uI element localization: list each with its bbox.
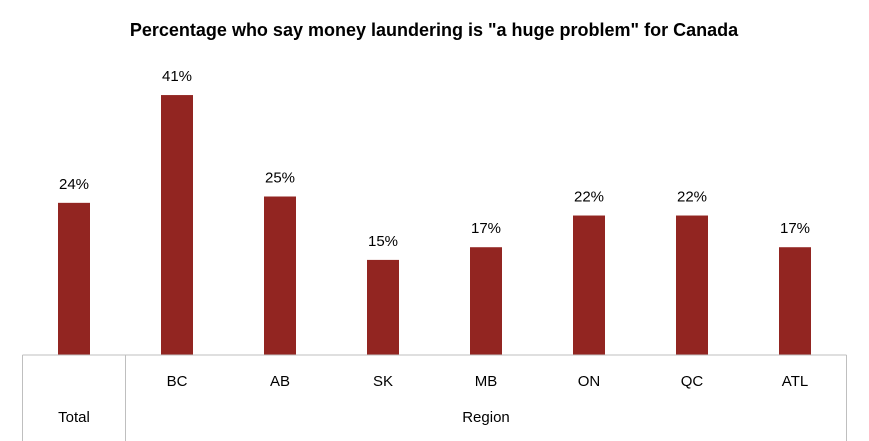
data-label: 22%: [574, 188, 604, 205]
bar: [161, 95, 193, 355]
x-tick-label: ATL: [782, 373, 808, 390]
x-tick-label: AB: [270, 373, 290, 390]
data-label: 17%: [780, 220, 810, 237]
data-label: 17%: [471, 220, 501, 237]
x-tick-label: BC: [167, 373, 188, 390]
bar: [367, 259, 399, 355]
x-tick-label: SK: [373, 373, 393, 390]
data-label: 15%: [368, 233, 398, 250]
data-label: 41%: [162, 68, 192, 85]
bar: [573, 215, 605, 355]
data-label: 22%: [677, 188, 707, 205]
x-tick-label: QC: [681, 373, 704, 390]
bar: [264, 196, 296, 355]
bar: [676, 215, 708, 355]
chart-title: Percentage who say money laundering is "…: [130, 20, 739, 40]
data-label: 25%: [265, 169, 295, 186]
bar: [58, 202, 90, 355]
bar: [470, 247, 502, 355]
data-label: 24%: [59, 176, 89, 193]
group-label: Region: [462, 409, 510, 426]
group-label: Total: [58, 409, 90, 426]
x-tick-label: ON: [578, 373, 601, 390]
bar: [779, 247, 811, 355]
x-tick-label: MB: [475, 373, 498, 390]
